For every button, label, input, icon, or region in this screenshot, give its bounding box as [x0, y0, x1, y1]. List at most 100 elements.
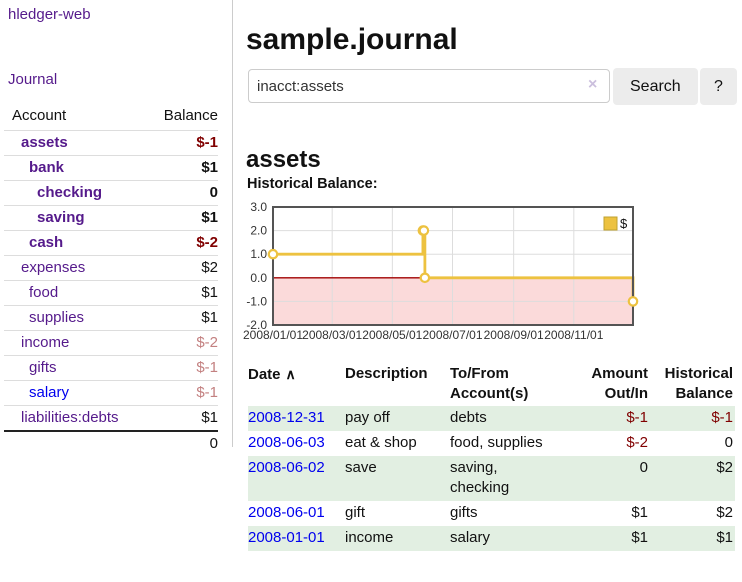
plot-border — [272, 206, 634, 326]
register-amount: $1 — [631, 504, 648, 521]
chart-data-point — [419, 272, 431, 284]
register-description: gift — [345, 504, 366, 521]
y-axis-tick-label: 0.0 — [250, 271, 267, 285]
sidebar-account-row: checking 0 — [4, 180, 218, 205]
y-axis-tick-label: 3.0 — [250, 200, 267, 214]
register-accounts: saving, checking — [450, 459, 510, 496]
account-column-header: Account — [12, 107, 67, 124]
sidebar-account-link[interactable]: bank — [29, 159, 65, 176]
chart-section-label: Historical Balance: — [247, 176, 378, 192]
x-axis-tick-label: 2008/03/01 — [302, 328, 362, 342]
sidebar-account-balance: $-2 — [196, 334, 218, 351]
column-header-accounts: To/From Account(s) — [450, 365, 529, 402]
y-axis-tick-label: 1.0 — [250, 247, 267, 261]
sidebar-account-row: bank $1 — [4, 155, 218, 180]
legend-label: $ — [620, 216, 628, 231]
register-row[interactable]: 2008-12-31 pay off debts $-1 $-1 — [248, 406, 735, 431]
register-balance: $2 — [716, 459, 733, 476]
register-table: Date ∧ Description To/From Account(s) Amo… — [248, 362, 735, 551]
register-header-row: Date ∧ Description To/From Account(s) Amo… — [248, 362, 735, 406]
sidebar-account-link[interactable]: cash — [29, 234, 64, 251]
register-description: save — [345, 459, 377, 476]
sidebar-account-balance: $-2 — [196, 234, 218, 251]
register-date-link[interactable]: 2008-06-02 — [248, 459, 325, 476]
sidebar-journal-link[interactable]: Journal — [8, 71, 58, 88]
sidebar-account-balance: $-1 — [196, 384, 218, 401]
column-header-balance: Historical Balance — [664, 365, 733, 402]
x-axis-tick-label: 2008/07/01 — [422, 328, 482, 342]
search-input[interactable] — [248, 69, 610, 103]
register-balance: 0 — [724, 434, 733, 451]
sidebar-accounts-table: Account Balance assets $-1 bank $1 check… — [4, 103, 218, 456]
x-axis-tick-label: 2008/01/01 — [243, 328, 303, 342]
register-amount: 0 — [639, 459, 648, 476]
y-axis-tick-label: -1.0 — [246, 294, 267, 308]
register-amount: $-1 — [626, 409, 648, 426]
sidebar-account-link[interactable]: food — [29, 284, 59, 301]
register-amount: $1 — [631, 529, 648, 546]
register-row[interactable]: 2008-01-01 income salary $1 $1 — [248, 526, 735, 551]
sidebar-account-row: liabilities:debts $1 — [4, 405, 218, 430]
x-axis-tick-label: 2008/05/01 — [362, 328, 422, 342]
sidebar-accounts: assets $-1 bank $1 checking 0 saving $1 … — [4, 130, 218, 430]
column-header-amount: Amount Out/In — [591, 365, 648, 402]
sidebar-account-link[interactable]: assets — [21, 134, 68, 151]
sidebar-account-link[interactable]: income — [21, 334, 70, 351]
register-row[interactable]: 2008-06-03 eat & shop food, supplies $-2… — [248, 431, 735, 456]
register-description: income — [345, 529, 394, 546]
register-accounts: food, supplies — [450, 434, 543, 451]
sidebar-account-link[interactable]: saving — [37, 209, 85, 226]
y-axis-tick-label: 2.0 — [250, 224, 267, 238]
sidebar-account-link[interactable]: salary — [29, 384, 70, 401]
sidebar-account-balance: $1 — [201, 309, 218, 326]
sidebar-account-balance: $1 — [201, 409, 218, 426]
register-amount: $-2 — [626, 434, 648, 451]
sidebar-account-balance: $1 — [201, 209, 218, 226]
sidebar-account-row: supplies $1 — [4, 305, 218, 330]
historical-balance-chart: $3.0 2.0 1.0 0.0 -1.0 -2.0 2008/01/01 2008/03/0… — [238, 196, 742, 354]
search-button[interactable]: Search — [613, 68, 698, 105]
account-title: assets — [246, 145, 321, 173]
register-description: pay off — [345, 409, 390, 426]
sidebar-account-balance: $-1 — [196, 359, 218, 376]
sidebar-account-link[interactable]: expenses — [21, 259, 86, 276]
register-row[interactable]: 2008-06-01 gift gifts $1 $2 — [248, 501, 735, 526]
clear-search-icon[interactable]: × — [588, 76, 598, 93]
sidebar-account-link[interactable]: checking — [37, 184, 103, 201]
register-balance: $1 — [716, 529, 733, 546]
register-date-link[interactable]: 2008-06-03 — [248, 434, 325, 451]
sidebar-account-balance: $2 — [201, 259, 218, 276]
x-axis-tick-label: 2008/11/01 — [544, 328, 603, 342]
app-brand-link[interactable]: hledger-web — [8, 6, 91, 23]
sidebar-account-link[interactable]: liabilities:debts — [21, 409, 119, 426]
register-row[interactable]: 2008-06-02 save saving, checking 0 $2 — [248, 456, 735, 501]
balance-column-header: Balance — [163, 107, 218, 124]
sidebar-account-balance: 0 — [209, 184, 218, 201]
sidebar-account-row: expenses $2 — [4, 255, 218, 280]
column-header-date[interactable]: Date ∧ — [248, 366, 296, 383]
register-date-link[interactable]: 2008-01-01 — [248, 529, 325, 546]
sidebar-account-row: assets $-1 — [4, 130, 218, 155]
sidebar-account-row: cash $-2 — [4, 230, 218, 255]
register-balance: $-1 — [711, 409, 733, 426]
register-date-link[interactable]: 2008-06-01 — [248, 504, 325, 521]
chart-data-point — [418, 225, 430, 236]
sidebar-account-link[interactable]: supplies — [29, 309, 85, 326]
register-balance: $2 — [716, 504, 733, 521]
sidebar-account-row: saving $1 — [4, 205, 218, 230]
register-description: eat & shop — [345, 434, 417, 451]
sidebar-account-link[interactable]: gifts — [29, 359, 57, 376]
sidebar-account-balance: $1 — [201, 159, 218, 176]
legend-swatch — [603, 216, 618, 231]
sidebar-account-row: salary $-1 — [4, 380, 218, 405]
sidebar-account-row: income $-2 — [4, 330, 218, 355]
chart-data-point — [267, 248, 279, 260]
register-date-link[interactable]: 2008-12-31 — [248, 409, 325, 426]
chart-data-point — [627, 296, 639, 307]
help-button[interactable]: ? — [700, 68, 737, 105]
register-accounts: salary — [450, 529, 491, 546]
sidebar-total-balance: 0 — [4, 430, 218, 456]
sidebar-accounts-header: Account Balance — [4, 103, 218, 130]
